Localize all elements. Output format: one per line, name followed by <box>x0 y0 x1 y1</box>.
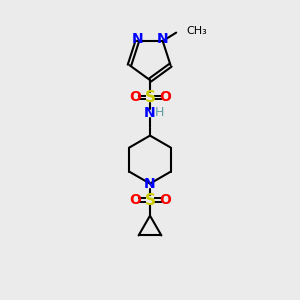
Text: O: O <box>159 91 171 104</box>
Text: N: N <box>157 32 169 46</box>
Text: O: O <box>129 91 141 104</box>
Text: S: S <box>145 90 155 105</box>
Text: O: O <box>129 193 141 207</box>
Text: N: N <box>144 177 156 190</box>
Text: H: H <box>155 106 164 119</box>
Text: O: O <box>159 193 171 207</box>
Text: N: N <box>144 106 155 120</box>
Text: N: N <box>131 32 143 46</box>
Text: S: S <box>145 193 155 208</box>
Text: CH₃: CH₃ <box>186 26 207 36</box>
